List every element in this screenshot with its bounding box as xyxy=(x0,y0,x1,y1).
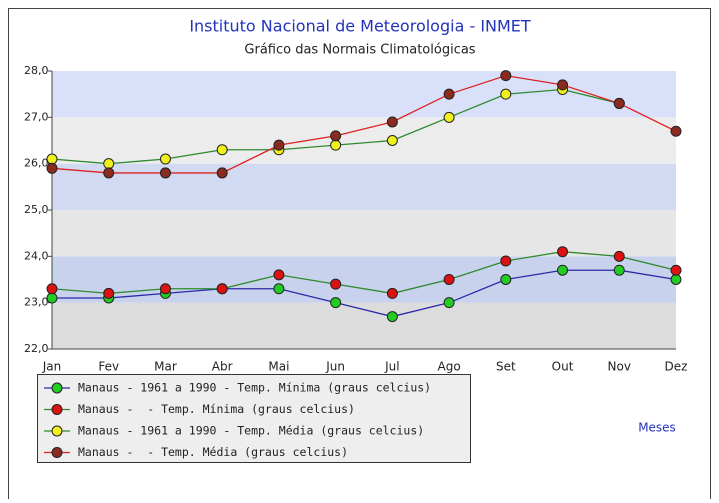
x-tick-label: Dez xyxy=(665,360,688,374)
data-point xyxy=(500,274,512,285)
data-point xyxy=(273,269,285,281)
data-point xyxy=(46,292,58,304)
data-point xyxy=(557,246,569,258)
y-tick-label: 28,0 xyxy=(24,64,49,77)
data-point xyxy=(670,125,682,137)
data-point xyxy=(273,139,285,151)
data-point xyxy=(443,111,455,123)
data-point xyxy=(216,144,228,156)
data-point xyxy=(330,297,342,309)
x-tick-label: Jul xyxy=(384,360,399,374)
data-point xyxy=(443,274,455,285)
data-point xyxy=(557,79,569,91)
x-tick-label: Mai xyxy=(268,360,289,374)
data-point xyxy=(500,70,512,82)
y-tick-label: 23,0 xyxy=(24,296,49,309)
data-point xyxy=(46,162,58,174)
data-point xyxy=(103,158,115,170)
plot-band xyxy=(52,117,676,164)
data-point xyxy=(159,167,171,179)
data-point xyxy=(500,255,512,267)
data-point xyxy=(670,264,682,276)
legend-label: Manaus - - Temp. Média (graus celcius) xyxy=(78,445,348,459)
data-point xyxy=(443,88,455,100)
data-point xyxy=(46,283,58,295)
data-point xyxy=(386,287,398,299)
data-point xyxy=(500,88,512,100)
x-tick-label: Ago xyxy=(438,360,461,374)
data-point xyxy=(613,264,625,276)
data-point xyxy=(386,135,398,146)
chart-title: Instituto Nacional de Meteorologia - INM… xyxy=(189,17,531,36)
plot-band xyxy=(52,71,676,118)
data-point xyxy=(216,167,228,179)
y-tick-label: 26,0 xyxy=(24,157,49,170)
plot-band xyxy=(52,302,676,349)
x-axis-label: Meses xyxy=(638,421,676,435)
data-point xyxy=(386,311,398,323)
data-point xyxy=(443,297,455,309)
legend-label: Manaus - 1961 a 1990 - Temp. Média (grau… xyxy=(78,424,424,438)
x-tick-label: Out xyxy=(552,360,574,374)
x-tick-label: Mar xyxy=(154,360,177,374)
y-tick-label: 22,0 xyxy=(24,342,49,355)
y-tick-label: 25,0 xyxy=(24,203,49,216)
x-tick-label: Fev xyxy=(98,360,119,374)
x-tick-label: Nov xyxy=(608,360,631,374)
data-point xyxy=(330,139,342,151)
series-line xyxy=(51,251,677,295)
plot-band xyxy=(52,256,676,303)
data-point xyxy=(386,116,398,128)
data-point xyxy=(103,287,115,299)
legend-box xyxy=(37,374,471,463)
chart-subtitle: Gráfico das Normais Climatológicas xyxy=(244,43,475,58)
data-point xyxy=(273,283,285,295)
y-tick-label: 27,0 xyxy=(24,110,49,123)
legend-marker xyxy=(51,382,63,394)
data-point xyxy=(330,130,342,142)
series-line xyxy=(52,269,677,318)
data-point xyxy=(330,278,342,290)
data-point xyxy=(216,283,228,295)
legend-label: Manaus - - Temp. Mínima (graus celcius) xyxy=(78,402,355,416)
legend-marker xyxy=(51,425,63,437)
series-line xyxy=(51,74,677,174)
data-point xyxy=(613,97,625,109)
x-tick-label: Jun xyxy=(325,360,345,374)
legend-label: Manaus - 1961 a 1990 - Temp. Mínima (gra… xyxy=(78,381,431,395)
data-point xyxy=(103,167,115,179)
x-tick-label: Set xyxy=(496,360,516,374)
x-tick-label: Abr xyxy=(212,360,233,374)
legend-marker xyxy=(51,404,63,415)
x-tick-label: Jan xyxy=(42,360,62,374)
plot-band xyxy=(52,163,676,210)
data-point xyxy=(613,250,625,262)
data-point xyxy=(46,153,58,165)
data-point xyxy=(159,283,171,295)
data-point xyxy=(159,153,171,165)
data-point xyxy=(670,274,682,285)
data-point xyxy=(557,264,569,276)
y-tick-label: 24,0 xyxy=(24,249,49,262)
plot-band xyxy=(52,210,676,257)
legend-marker xyxy=(51,447,63,458)
